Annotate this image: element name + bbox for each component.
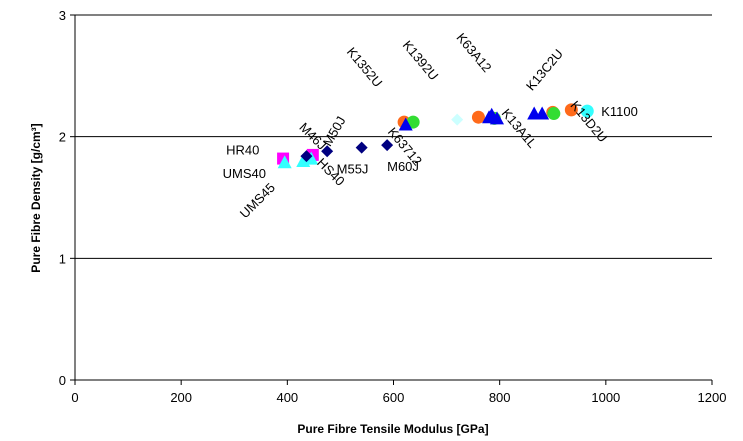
point-label: HR40 [226,143,259,158]
y-axis-title: Pure Fibre Density [g/cm³] [29,123,43,272]
point-label: UMS40 [223,166,266,181]
x-tick-label: 0 [71,390,78,405]
diamond-marker [300,150,313,163]
triangle-marker [535,106,550,120]
triangle-marker [490,111,505,125]
diamond-marker [321,145,334,158]
x-tick-label: 1200 [698,390,727,405]
y-tick-label: 1 [59,251,66,266]
triangle-marker [277,155,292,169]
point-label: K1100 [601,104,638,119]
circle-marker [471,110,485,124]
x-tick-label: 400 [276,390,298,405]
x-tick-label: 600 [383,390,405,405]
x-tick-label: 200 [170,390,192,405]
triangle-marker [398,117,413,131]
diamond-marker [355,141,368,154]
data-points [277,103,594,169]
circle-marker [580,104,594,118]
triangle-marker [304,151,319,165]
circle-marker [564,103,578,117]
x-axis-ticks: 0 200 400 600 800 1000 1200 [71,380,726,405]
gridlines [75,14,712,259]
y-tick-label: 2 [59,130,66,145]
y-tick-label: 0 [59,373,66,388]
plot-area [75,15,712,380]
y-axis-ticks: 0 1 2 3 [59,8,75,388]
circle-marker [547,107,561,121]
y-tick-label: 3 [59,8,66,23]
point-label: M60J [387,159,419,174]
diamond-marker [451,113,464,126]
x-tick-label: 800 [489,390,511,405]
point-label: M55J [337,162,369,177]
x-tick-label: 1000 [591,390,620,405]
diamond-marker [381,139,394,152]
x-axis-title: Pure Fibre Tensile Modulus [GPa] [297,422,488,436]
